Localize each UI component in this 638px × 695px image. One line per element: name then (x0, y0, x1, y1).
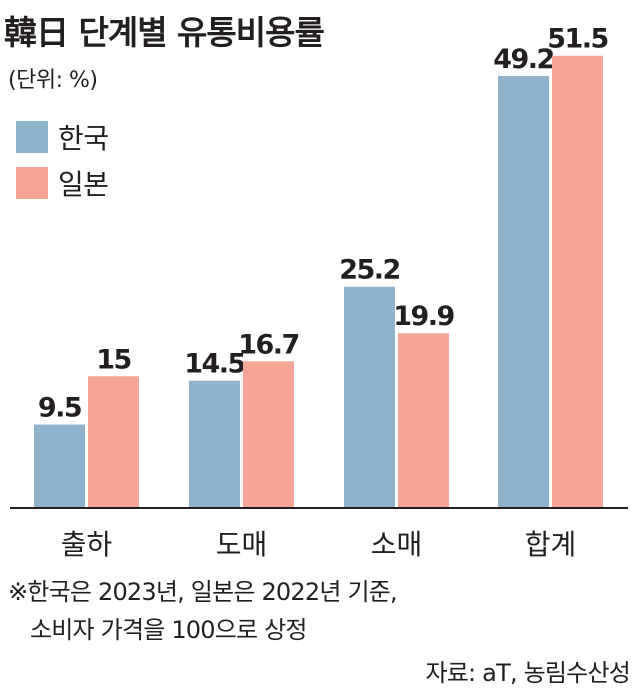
bar-japan-3 (398, 333, 449, 508)
category-label-1: 출하 (61, 528, 113, 561)
source-label: 자료: aT, 농림수산성 (425, 659, 631, 687)
data-label-korea-2: 14.5 (184, 349, 245, 380)
category-label-3: 소매 (371, 528, 423, 561)
category-label-4: 합계 (525, 528, 577, 561)
bar-japan-2 (243, 361, 294, 508)
data-label-korea-3: 25.2 (339, 255, 400, 286)
data-label-korea-1: 9.5 (38, 393, 81, 424)
data-label-japan-4: 51.5 (547, 24, 608, 55)
legend-swatch-korea (16, 121, 48, 153)
legend-label-japan: 일본 (58, 168, 109, 201)
bar-korea-2 (189, 380, 240, 508)
data-label-japan-3: 19.9 (393, 301, 454, 332)
data-label-japan-2: 16.7 (238, 329, 299, 360)
footnote: ※한국은 2023년, 일본은 2022년 기준, 소비자 가격을 100으로 … (8, 573, 398, 649)
legend-swatch-japan (16, 167, 48, 199)
legend: 한국 일본 (16, 120, 109, 212)
legend-item-korea: 한국 (16, 120, 109, 155)
bar-korea-3 (344, 286, 395, 508)
bar-japan-1 (88, 376, 139, 508)
unit-label: (단위: %) (8, 68, 98, 93)
footnote-line-2: 소비자 가격을 100으로 상정 (30, 616, 308, 644)
legend-label-korea: 한국 (58, 122, 109, 155)
chart-title: 韓日 단계별 유통비용률 (4, 13, 325, 52)
bar-korea-4 (498, 75, 549, 509)
legend-item-japan: 일본 (16, 166, 109, 201)
bar-korea-1 (34, 424, 85, 508)
category-label-2: 도매 (216, 528, 268, 561)
data-label-japan-1: 15 (96, 344, 131, 375)
bar-japan-4 (552, 55, 603, 509)
footnote-line-1: ※한국은 2023년, 일본은 2022년 기준, (8, 578, 398, 606)
data-label-korea-4: 49.2 (493, 44, 554, 75)
